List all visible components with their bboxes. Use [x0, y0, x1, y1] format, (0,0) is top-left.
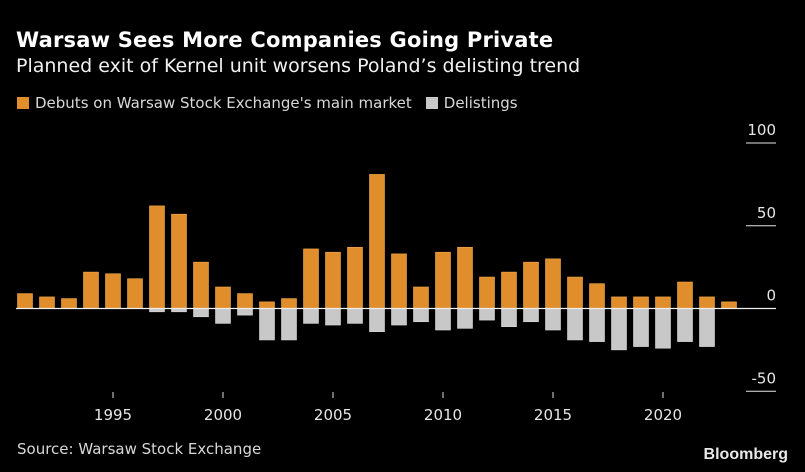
debuts-bar-2013 [501, 271, 517, 309]
source-note: Source: Warsaw Stock Exchange [17, 440, 262, 458]
debuts-bar-2014 [523, 261, 539, 309]
delistings-bar-1999 [193, 308, 209, 318]
debuts-bar-2009 [413, 286, 429, 309]
legend-item-delistings: Delistings [425, 94, 518, 112]
delistings-bar-2007 [369, 308, 385, 332]
debuts-bar-2008 [391, 253, 407, 309]
legend-label-delistings: Delistings [443, 94, 518, 112]
chart-subtitle: Planned exit of Kernel unit worsens Pola… [16, 55, 581, 77]
debuts-bar-2018 [611, 296, 627, 309]
delistings-bar-2017 [589, 308, 605, 342]
y-tick-label: -50 [752, 369, 777, 387]
delistings-bar-2021 [677, 308, 693, 342]
delistings-bar-2009 [413, 308, 429, 323]
debuts-bar-2006 [347, 246, 363, 309]
delistings-bar-2012 [479, 308, 495, 321]
debuts-bar-2004 [303, 248, 319, 309]
debuts-bar-1998 [171, 213, 187, 309]
debuts-bar-2001 [237, 293, 253, 309]
debuts-bar-2000 [215, 286, 231, 309]
debuts-bar-1993 [61, 298, 77, 309]
x-tick-label: 2020 [644, 406, 682, 424]
delistings-bar-2003 [281, 308, 297, 341]
delistings-bar-2004 [303, 308, 319, 324]
debuts-bar-1995 [105, 273, 121, 309]
delistings-bar-2006 [347, 308, 363, 324]
debuts-bar-1991 [17, 293, 33, 309]
debuts-bar-1999 [193, 261, 209, 309]
delistings-bar-2020 [655, 308, 671, 349]
delistings-bar-2022 [699, 308, 715, 347]
debuts-bar-2002 [259, 301, 275, 309]
debuts-bar-2021 [677, 281, 693, 309]
debuts-bar-1992 [39, 296, 55, 309]
delistings-bar-2018 [611, 308, 627, 351]
debuts-bar-2015 [545, 258, 561, 309]
delistings-bar-2005 [325, 308, 341, 326]
delistings-bar-2002 [259, 308, 275, 341]
debuts-bar-2005 [325, 251, 341, 309]
debuts-bar-2003 [281, 298, 297, 309]
debuts-bar-2016 [567, 276, 583, 309]
debuts-bar-2017 [589, 283, 605, 309]
y-tick-label: 50 [757, 204, 776, 222]
debuts-bar-1997 [149, 205, 165, 309]
bloomberg-logo: Bloomberg [703, 446, 788, 463]
debuts-bar-2010 [435, 251, 451, 309]
x-tick-label: 1995 [94, 406, 132, 424]
legend-swatch-delistings [425, 97, 438, 109]
debuts-bar-2012 [479, 276, 495, 309]
debuts-bar-2022 [699, 296, 715, 309]
debuts-bar-2019 [633, 296, 649, 309]
delistings-bar-2011 [457, 308, 473, 329]
delistings-bar-2013 [501, 308, 517, 328]
delistings-bar-2001 [237, 308, 253, 316]
debuts-bar-1994 [83, 271, 99, 309]
delistings-bar-2014 [523, 308, 539, 323]
debuts-bar-2011 [457, 246, 473, 309]
legend-swatch-debuts [17, 97, 29, 109]
chart-title: Warsaw Sees More Companies Going Private [16, 28, 554, 52]
x-tick-label: 2010 [424, 406, 462, 424]
x-tick-label: 2000 [204, 406, 242, 424]
y-tick-label: 100 [747, 121, 776, 139]
debuts-bar-2020 [655, 296, 671, 309]
debuts-bar-1996 [127, 278, 143, 309]
y-tick-label: 0 [766, 287, 776, 305]
legend: Debuts on Warsaw Stock Exchange's main m… [17, 94, 532, 112]
delistings-bar-2010 [435, 308, 451, 331]
delistings-bar-2008 [391, 308, 407, 326]
delistings-bar-2000 [215, 308, 231, 324]
debuts-bar-2023 [721, 301, 737, 309]
legend-label-debuts: Debuts on Warsaw Stock Exchange's main m… [35, 94, 412, 112]
x-tick-label: 2005 [314, 406, 352, 424]
x-tick-label: 2015 [534, 406, 572, 424]
debuts-bar-2007 [369, 174, 385, 309]
delistings-bar-2016 [567, 308, 583, 341]
delistings-bar-2015 [545, 308, 561, 331]
legend-item-debuts: Debuts on Warsaw Stock Exchange's main m… [17, 94, 412, 112]
delistings-bar-2019 [633, 308, 649, 347]
